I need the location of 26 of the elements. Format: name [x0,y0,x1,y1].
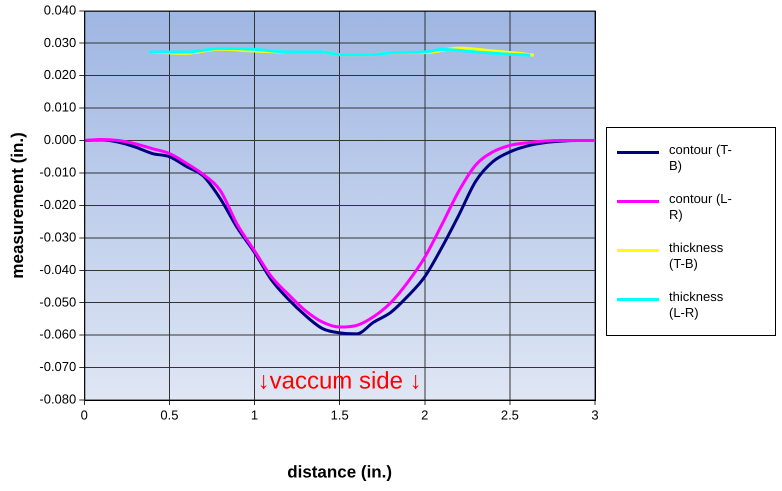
x-axis-title: distance (in.) [287,462,392,482]
y-tick-label: 0.040 [44,2,76,18]
y-tick-label: -0.070 [39,359,76,374]
y-tick-label: -0.060 [39,326,76,342]
x-tick-label: 1.5 [330,407,349,422]
y-tick-label: -0.020 [39,196,76,212]
legend-label: thickness (L-R) [669,289,724,321]
y-tick-label: 0.010 [44,100,76,115]
x-tick-label: 1 [250,407,258,422]
x-tick-label: 0 [80,407,88,422]
legend-label: contour (T-B) [669,142,733,174]
legend-label: contour (L-R) [669,191,733,223]
y-tick-label: -0.050 [39,294,76,310]
y-tick-label: -0.030 [39,229,76,244]
y-tick-label: 0.020 [44,67,76,82]
y-tick-label: 0.000 [44,132,76,148]
y-axis-title: measurement (in.) [8,132,27,279]
x-tick-label: 0.5 [160,407,178,422]
y-tick-label: 0.030 [44,34,76,50]
x-tick-label: 2 [421,407,428,422]
legend-label: thickness (T-B) [669,240,724,272]
y-tick-label: -0.080 [39,392,76,407]
y-tick-label: -0.040 [39,262,76,277]
x-tick-label: 3 [591,407,599,422]
y-tick-label: -0.010 [39,164,76,180]
x-tick-label: 2.5 [500,407,519,422]
